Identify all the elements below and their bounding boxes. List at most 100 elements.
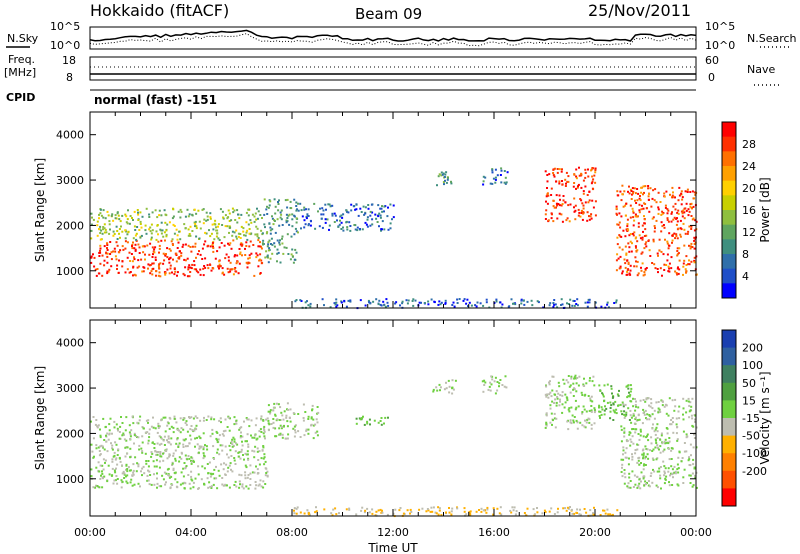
velocity-cell (242, 487, 245, 490)
velocity-cell (188, 442, 191, 445)
velocity-cell (307, 513, 310, 516)
velocity-cell (647, 484, 650, 487)
velocity-cell (165, 472, 168, 475)
velocity-cell (209, 472, 212, 475)
power-cell (248, 228, 251, 230)
power-cell (649, 187, 652, 190)
velocity-cell (213, 458, 215, 460)
velocity-colorbar-tick: 15 (742, 394, 756, 407)
power-cell (362, 205, 365, 208)
velocity-cell (670, 447, 673, 450)
power-cell (574, 218, 577, 221)
power-cell (189, 266, 192, 269)
velocity-cell (637, 406, 640, 409)
power-cell (326, 218, 329, 221)
power-cell (245, 261, 248, 264)
velocity-cell (332, 508, 335, 511)
velocity-cell (95, 419, 98, 421)
velocity-cell (636, 486, 639, 489)
velocity-cell (113, 479, 116, 482)
power-cell (491, 171, 494, 174)
power-cell (138, 265, 141, 268)
power-cell (688, 210, 691, 213)
velocity-cell (137, 436, 140, 439)
power-cell (285, 213, 288, 216)
freq-tick-top: 18 (62, 54, 76, 67)
power-cell (495, 300, 498, 303)
power-cell (350, 209, 353, 212)
power-cell (364, 304, 367, 307)
power-cell (444, 179, 446, 182)
velocity-cell (310, 424, 312, 427)
power-cell (427, 300, 430, 303)
velocity-cell (230, 455, 233, 457)
power-cell (234, 254, 237, 257)
velocity-cell (571, 414, 574, 417)
power-cell (269, 229, 272, 232)
power-cell (625, 253, 628, 256)
power-cell (618, 221, 621, 224)
power-cell (676, 273, 679, 276)
power-cell (637, 192, 640, 195)
beam-label: Beam 09 (355, 5, 422, 23)
power-cell (617, 223, 620, 226)
velocity-cell (632, 442, 635, 445)
velocity-cell (115, 475, 118, 477)
power-cell (207, 244, 210, 247)
power-cell (244, 247, 246, 250)
velocity-cell (156, 442, 159, 445)
power-cell (643, 215, 645, 218)
power-cell (90, 255, 93, 258)
velocity-cell (254, 487, 257, 490)
velocity-cell (641, 422, 644, 425)
velocity-cell (272, 421, 275, 424)
power-cell (257, 239, 260, 242)
power-cell (668, 267, 671, 270)
power-cell (147, 267, 149, 270)
velocity-cell (561, 391, 564, 394)
velocity-cell (373, 419, 376, 422)
velocity-cell (133, 434, 136, 437)
power-cell (132, 219, 134, 221)
power-cell (90, 237, 93, 240)
power-cell (191, 245, 194, 248)
velocity-cell (218, 419, 221, 422)
velocity-cell (616, 509, 619, 512)
velocity-cell (637, 444, 640, 446)
velocity-cell (675, 417, 678, 420)
power-cell (291, 225, 294, 228)
velocity-cell (606, 508, 609, 511)
power-cell (177, 241, 180, 244)
velocity-cell (683, 450, 686, 453)
velocity-cell (425, 510, 428, 513)
power-cell (278, 241, 281, 244)
velocity-cell (90, 468, 93, 471)
velocity-cell (647, 439, 650, 442)
velocity-cell (125, 468, 127, 471)
velocity-cell (141, 426, 144, 428)
velocity-cell (496, 389, 499, 392)
power-cell (673, 216, 676, 219)
velocity-cell (364, 509, 367, 512)
power-cell (172, 208, 175, 211)
power-cell (640, 208, 643, 211)
velocity-cell (671, 473, 674, 476)
power-cell (626, 269, 629, 271)
velocity-cell (240, 448, 243, 451)
power-cell (367, 299, 370, 302)
power-cell (548, 304, 551, 307)
power-cell (289, 258, 292, 261)
velocity-cell (677, 467, 680, 470)
power-cell (555, 180, 558, 183)
power-cell (573, 197, 576, 200)
power-cell (158, 214, 161, 217)
velocity-cell (655, 401, 658, 404)
power-cell (125, 221, 128, 224)
power-cell (150, 270, 153, 273)
power-cell (194, 225, 196, 228)
power-cell (231, 268, 234, 271)
velocity-cell (669, 423, 672, 426)
velocity-cell (588, 409, 591, 412)
velocity-cell (264, 460, 267, 463)
velocity-cell (132, 471, 135, 474)
